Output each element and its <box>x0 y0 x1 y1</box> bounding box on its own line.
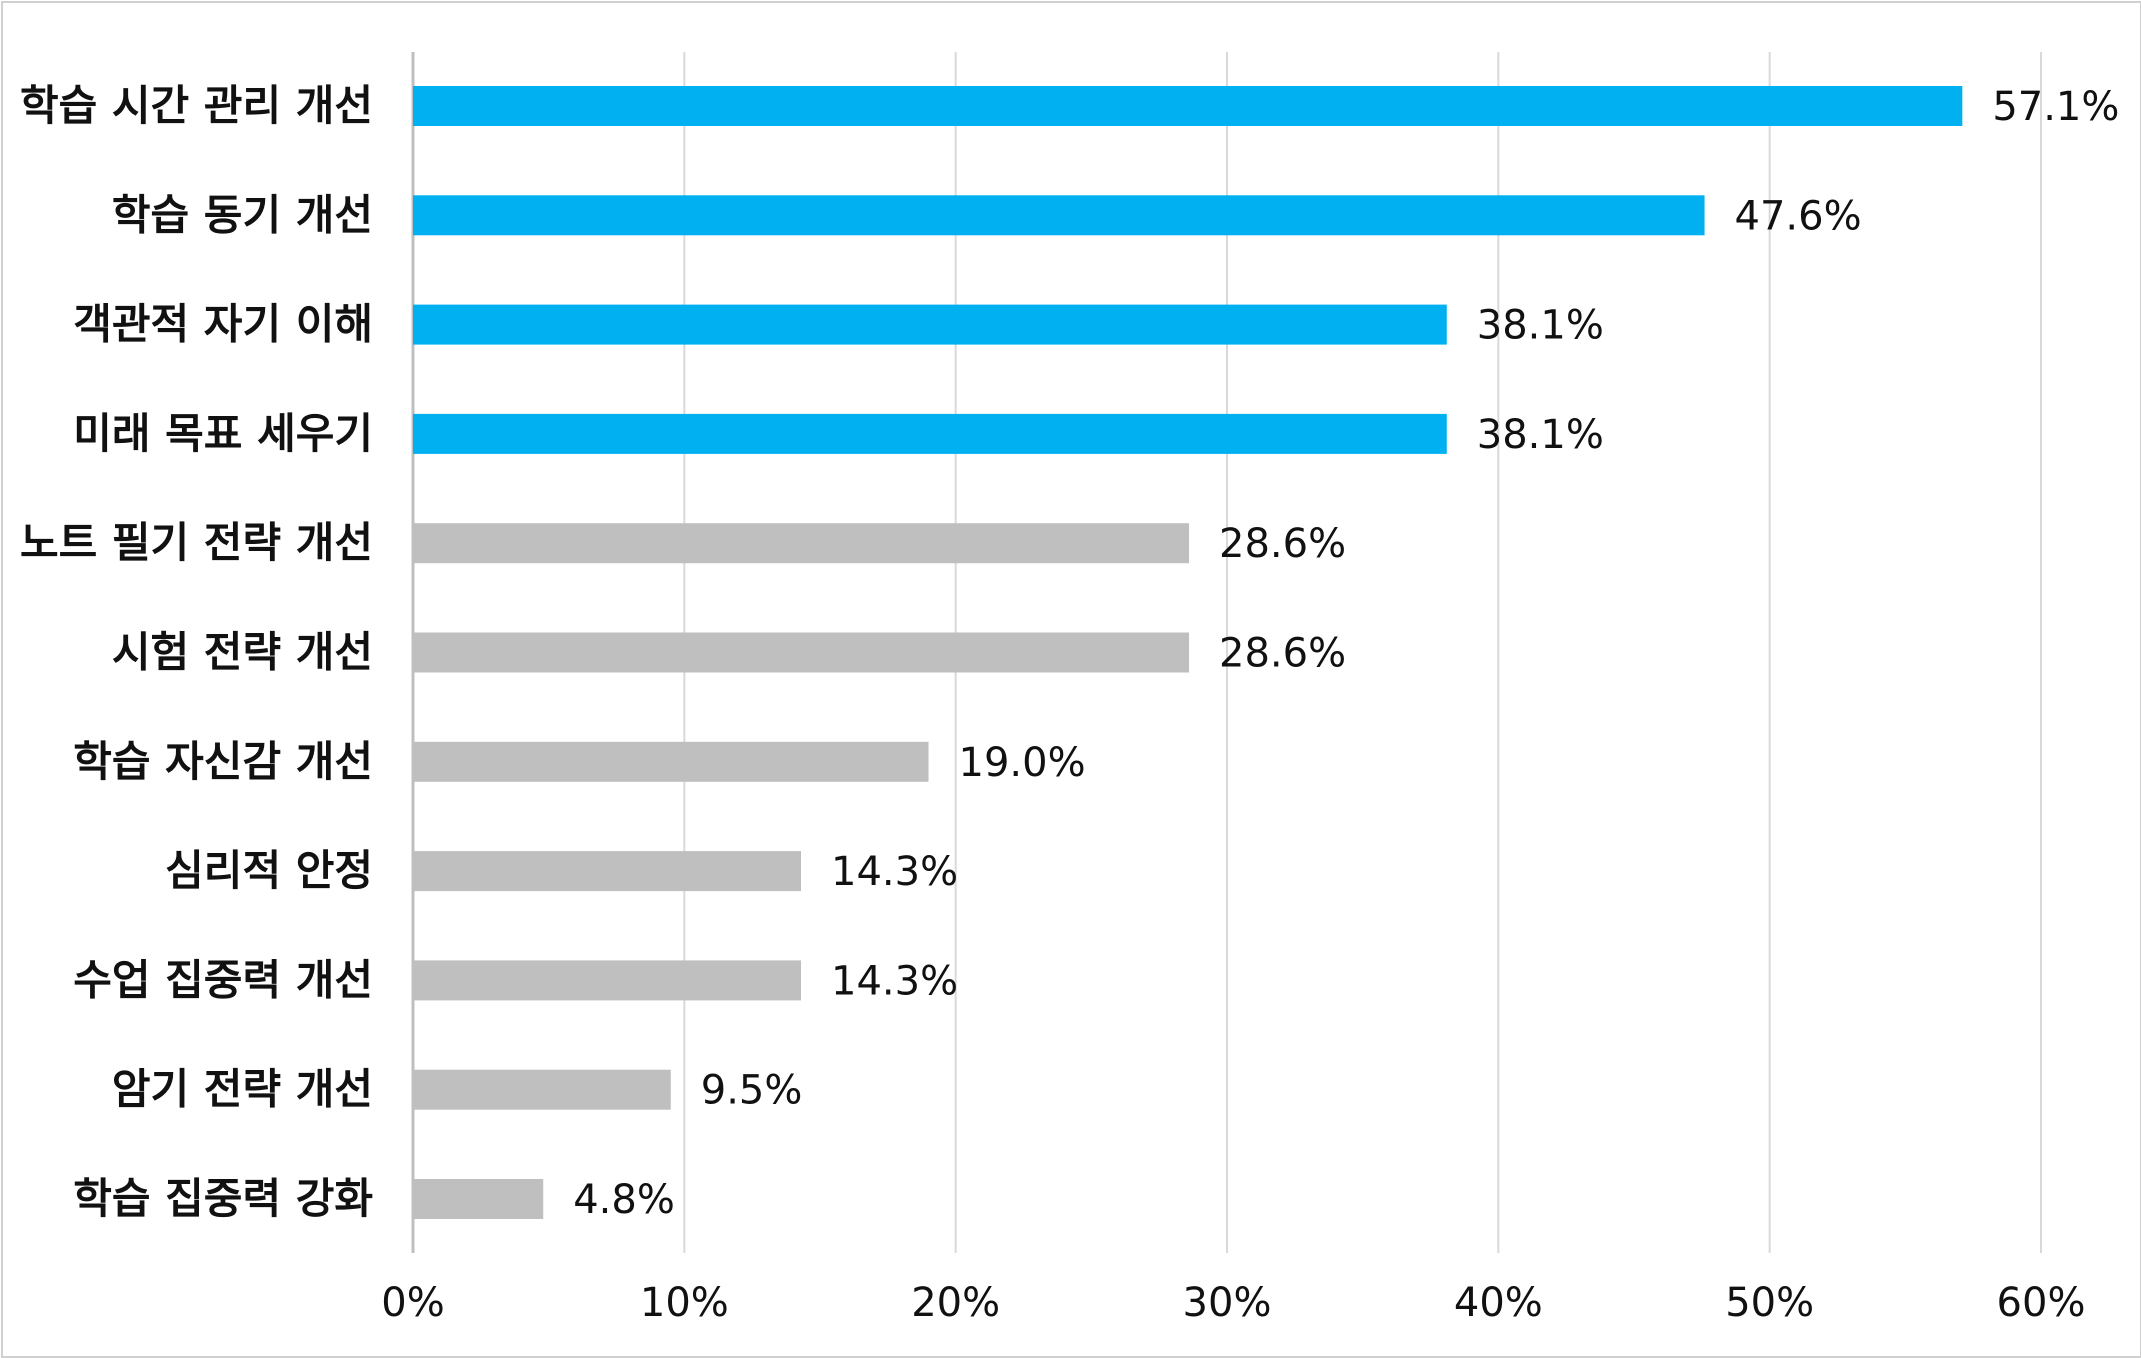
category-label: 학습 시간 관리 개선 <box>20 81 373 130</box>
data-label: 38.1% <box>1477 412 1604 458</box>
data-label: 14.3% <box>831 958 958 1004</box>
x-tick-label: 10% <box>640 1280 729 1326</box>
bar <box>413 632 1190 673</box>
data-label: 9.5% <box>701 1068 803 1114</box>
category-label: 학습 집중력 강화 <box>73 1174 373 1223</box>
bar <box>413 523 1190 564</box>
bar <box>413 86 1963 126</box>
bar <box>413 413 1447 454</box>
data-label: 14.3% <box>831 849 958 895</box>
x-tick-label: 20% <box>911 1280 1000 1326</box>
x-tick-label: 50% <box>1725 1280 1814 1326</box>
category-label: 학습 자신감 개선 <box>73 737 373 786</box>
bar <box>413 851 802 892</box>
category-label: 객관적 자기 이해 <box>73 300 373 349</box>
category-label: 노트 필기 전략 개선 <box>20 518 373 567</box>
bar <box>413 1179 544 1219</box>
data-label: 28.6% <box>1219 521 1346 567</box>
bar <box>413 304 1447 345</box>
data-label: 28.6% <box>1219 631 1346 677</box>
bar <box>413 741 929 782</box>
category-label: 수업 집중력 개선 <box>73 955 373 1004</box>
x-tick-label: 0% <box>381 1280 444 1326</box>
category-label: 학습 동기 개선 <box>112 190 373 239</box>
category-label: 시험 전략 개선 <box>112 628 373 677</box>
data-label: 38.1% <box>1477 303 1604 349</box>
data-label: 19.0% <box>959 740 1086 786</box>
category-label: 심리적 안정 <box>165 846 373 895</box>
bar <box>413 960 802 1001</box>
x-tick-label: 40% <box>1454 1280 1543 1326</box>
gridlines <box>411 52 2042 1253</box>
category-label: 미래 목표 세우기 <box>73 409 373 458</box>
labels: 0% 10% 20% 30% 40% 50% 60% 학습 시간 관리 개선 57.1% 학습 동… <box>20 81 2119 1326</box>
data-label: 57.1% <box>1992 84 2119 130</box>
x-tick-label: 60% <box>1997 1280 2086 1326</box>
bar <box>413 1069 671 1110</box>
category-label: 암기 전략 개선 <box>112 1065 373 1114</box>
bar <box>413 195 1705 236</box>
data-label: 47.6% <box>1735 193 1862 239</box>
bars <box>413 86 1963 1219</box>
x-tick-label: 30% <box>1183 1280 1272 1326</box>
data-label: 4.8% <box>573 1177 675 1223</box>
